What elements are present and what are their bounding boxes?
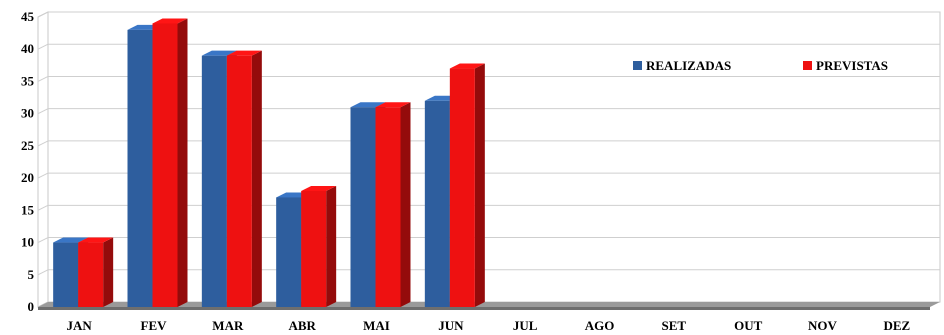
bar-previstas-jan — [78, 237, 114, 307]
gridline-side — [37, 172, 49, 179]
x-tick-label: NOV — [808, 318, 838, 333]
bar-top — [152, 18, 188, 24]
bar-top — [201, 50, 237, 56]
bar-layer — [53, 18, 485, 308]
y-tick-label: 5 — [28, 267, 35, 282]
x-tick-label: AGO — [585, 318, 615, 333]
bar-top — [350, 102, 386, 108]
y-tick-label: 30 — [21, 106, 34, 121]
legend-label-realizadas: REALIZADAS — [646, 58, 731, 73]
bar-front — [226, 55, 252, 307]
gridline-side — [37, 108, 49, 115]
x-axis-ticks: JAN FEV MAR ABR MAI JUN JUL AGO SET OUT NOV DEZ — [67, 318, 911, 333]
bar-front — [301, 191, 327, 307]
bar-front — [424, 100, 450, 308]
y-tick-label: 45 — [21, 9, 35, 24]
bar-top — [449, 63, 485, 69]
y-tick-label: 10 — [21, 235, 34, 250]
floor-front — [38, 307, 930, 310]
y-tick-label: 35 — [21, 73, 35, 88]
bar-top — [375, 102, 411, 108]
bar-top — [301, 186, 337, 191]
legend: REALIZADAS PREVISTAS — [633, 58, 888, 73]
bar-top — [53, 237, 89, 243]
gridline-side — [37, 269, 49, 276]
gridline-side — [37, 237, 49, 244]
bar-previstas-jun — [449, 63, 485, 307]
floor-top — [38, 302, 940, 307]
x-tick-label: JAN — [67, 318, 93, 333]
x-tick-label: MAI — [363, 318, 390, 333]
bar-previstas-abr — [301, 186, 337, 307]
bar-top — [226, 50, 262, 56]
bar-side — [326, 186, 337, 307]
gridline-side — [37, 140, 49, 147]
bar-side — [251, 50, 262, 308]
y-tick-label: 20 — [21, 170, 34, 185]
bar-side — [474, 63, 485, 307]
x-tick-label: MAR — [212, 318, 244, 333]
y-tick-label: 25 — [21, 138, 35, 153]
legend-label-previstas: PREVISTAS — [816, 58, 888, 73]
bar-top — [78, 237, 114, 243]
legend-swatch-realizadas — [633, 61, 642, 70]
bar-front — [375, 107, 401, 307]
chart-back-wall — [47, 11, 941, 303]
gridline-side — [37, 11, 49, 18]
bar-previstas-mai — [375, 102, 411, 307]
chart-floor — [38, 302, 940, 310]
bar-side — [177, 18, 188, 307]
x-tick-label: SET — [662, 318, 687, 333]
gridline-side — [37, 75, 49, 82]
bar-front — [276, 197, 302, 307]
bar-front — [152, 23, 178, 307]
grid-layer — [37, 11, 941, 308]
x-tick-label: FEV — [141, 318, 168, 333]
chart-side-wall — [37, 11, 49, 308]
x-tick-label: OUT — [734, 318, 763, 333]
y-tick-label: 15 — [21, 202, 35, 217]
gridline-side — [37, 43, 49, 50]
x-tick-label: ABR — [288, 318, 316, 333]
bar-front — [127, 29, 153, 308]
bar-side — [400, 102, 411, 307]
gridline-side — [37, 204, 49, 211]
bar-previstas-mar — [226, 50, 262, 308]
x-tick-label: DEZ — [883, 318, 910, 333]
bar-front — [201, 55, 227, 307]
bar-front — [350, 107, 376, 307]
bar-side — [103, 237, 114, 307]
y-axis-ticks: 0 5 10 15 20 25 30 35 40 45 — [21, 9, 35, 314]
x-tick-label: JUN — [438, 318, 464, 333]
y-tick-label: 0 — [28, 299, 35, 314]
bar-previstas-fev — [152, 18, 188, 307]
y-tick-label: 40 — [21, 41, 34, 56]
bar-front — [78, 242, 104, 307]
x-tick-label: JUL — [513, 318, 538, 333]
legend-swatch-previstas — [803, 61, 812, 70]
bar-front — [53, 242, 79, 307]
bar-front — [449, 68, 475, 307]
